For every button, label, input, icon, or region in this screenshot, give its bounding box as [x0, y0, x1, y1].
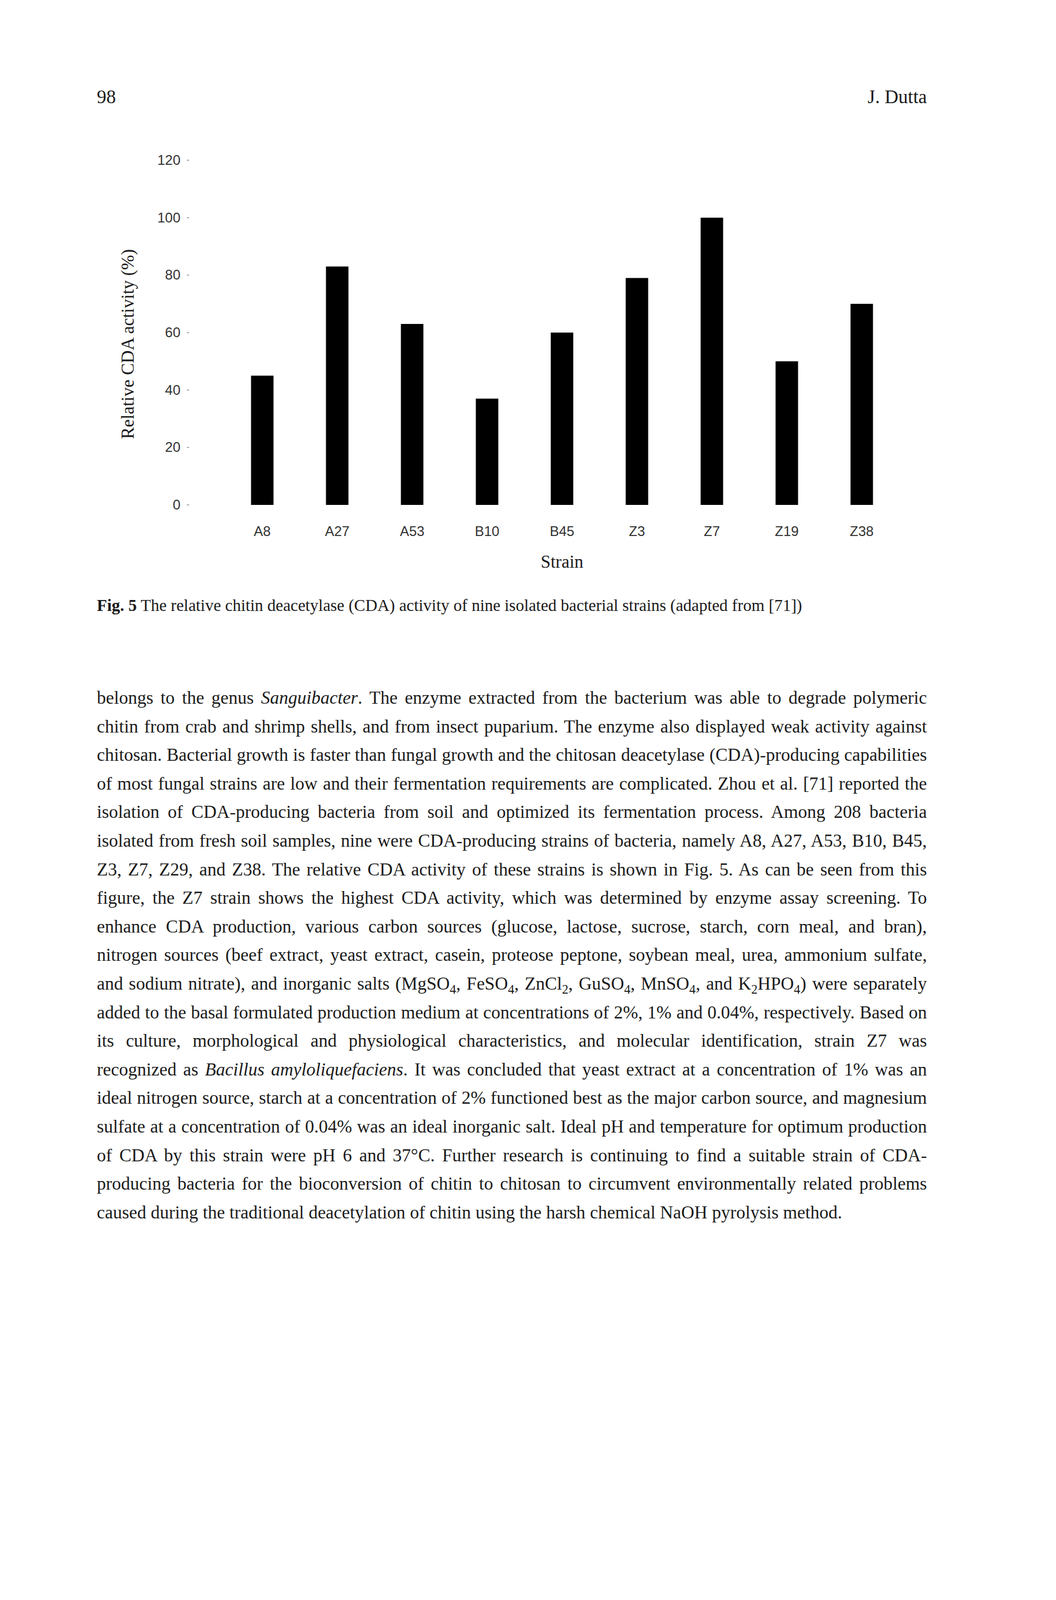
- chart: 0 20 40 60 80 100 120 A8 A27 A53 B10 B45 Z3 Z7 Z19 Z38 S…: [0, 0, 1056, 583]
- y-tick-label: 80: [164, 266, 181, 283]
- x-tick-label: Z19: [774, 523, 799, 539]
- y-tick: [186, 274, 190, 277]
- x-tick-label: Z38: [849, 523, 874, 539]
- text-run: . The enzyme extracted from the bacteriu…: [96, 687, 927, 994]
- text-run: , GuSO: [568, 973, 625, 994]
- bar: [850, 303, 874, 505]
- text-run: , and K: [695, 973, 752, 994]
- x-tick-label: A53: [400, 523, 425, 539]
- text-run: . It was concluded that yeast extract at…: [96, 1059, 927, 1223]
- bar: [476, 398, 499, 505]
- text-run: The relative chitin deacetylase (CDA) ac…: [136, 596, 802, 615]
- y-tick-label: 40: [164, 382, 181, 398]
- y-tick: [186, 217, 190, 219]
- text-run: 4: [624, 982, 631, 997]
- x-tick-label: B10: [474, 523, 500, 539]
- x-tick-label: A8: [253, 523, 271, 539]
- text-run: belongs to the genus: [96, 687, 262, 708]
- y-tick-label: 0: [172, 496, 181, 513]
- text-run: , ZnCl: [514, 973, 563, 994]
- y-tick: [186, 447, 190, 449]
- bar: [625, 277, 649, 505]
- text-run: Fig. 5: [96, 596, 137, 615]
- y-tick-label: 20: [164, 439, 181, 455]
- y-tick: [186, 504, 190, 506]
- y-tick: [186, 332, 190, 334]
- text-run: Sanguibacter: [261, 687, 358, 708]
- bar: [251, 375, 274, 505]
- text-run: , MnSO: [630, 973, 690, 994]
- bar: [326, 266, 349, 505]
- x-tick-label: Z3: [628, 523, 646, 539]
- y-tick: [186, 389, 190, 391]
- bar: [551, 332, 574, 505]
- page-number: 98: [96, 86, 116, 108]
- text-run: 2: [562, 982, 569, 997]
- y-tick-label: 60: [164, 324, 181, 341]
- x-axis-title: Strain: [540, 551, 584, 572]
- bar: [775, 361, 799, 505]
- y-tick-label: 120: [157, 152, 181, 168]
- text-run: 4: [449, 982, 456, 997]
- text-run: HPO: [757, 973, 794, 994]
- bar: [401, 323, 424, 505]
- x-tick-label: Z7: [703, 523, 720, 539]
- y-tick-label: 100: [157, 209, 181, 226]
- running-head: J. Dutta: [867, 86, 927, 108]
- text-run: 2: [751, 982, 758, 997]
- text-run: Bacillus amyloliquefaciens: [205, 1059, 404, 1080]
- text-run: 4: [689, 982, 696, 997]
- figure-caption: Fig. 5 The relative chitin deacetylase (…: [96, 593, 927, 618]
- bar: [700, 217, 724, 505]
- y-tick: [186, 159, 190, 161]
- x-tick-label: A27: [325, 523, 350, 539]
- body-text: belongs to the genus Sanguibacter. The e…: [96, 683, 927, 1227]
- text-run: 4: [507, 982, 515, 997]
- y-axis-title: Relative CDA activity (%): [117, 249, 138, 440]
- text-run: 4: [793, 982, 801, 997]
- text-run: , FeSO: [455, 973, 508, 994]
- x-tick-label: B45: [549, 523, 575, 539]
- bars: [251, 217, 874, 505]
